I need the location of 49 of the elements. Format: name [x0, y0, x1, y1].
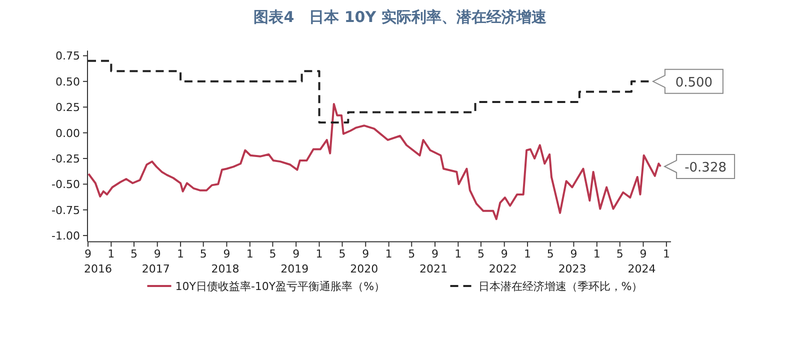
text: 2018: [211, 262, 240, 276]
chart-title: 图表4 日本 10Y 实际利率、潜在经济增速: [254, 8, 548, 26]
line-series: [88, 103, 662, 220]
y-tick-label: 0.50: [56, 75, 80, 88]
text: 2019: [280, 262, 309, 276]
y-tick-label: -0.25: [52, 152, 80, 166]
x-tick-label: 9: [223, 248, 230, 261]
x-tick-label: 1: [524, 248, 532, 261]
x-tick-label: 9: [431, 248, 438, 261]
x-tick-label: 5: [269, 248, 276, 261]
x-tick-label: 9: [154, 248, 161, 261]
x-tick-label: 5: [616, 248, 624, 261]
x-tick-label: 9: [362, 248, 370, 261]
x-tick-label: 1: [108, 248, 115, 261]
annotation: 0.500: [675, 75, 713, 90]
text: 2022: [488, 262, 517, 276]
x-tick-label: 5: [338, 248, 346, 261]
text: 2016: [84, 262, 112, 276]
y-tick-label: 0.00: [56, 126, 80, 140]
x-tick-label: 1: [316, 248, 323, 261]
x-tick-label: 5: [546, 248, 554, 261]
x-tick-label: 1: [385, 248, 392, 261]
y-tick-label: 0.75: [56, 50, 80, 63]
x-tick-label: 9: [292, 248, 300, 261]
x-tick-label: 5: [408, 248, 416, 261]
text: 2020: [350, 262, 378, 276]
y-tick-label: -1.00: [52, 230, 80, 243]
x-tick-label: 5: [200, 248, 207, 261]
x-tick-label: 1: [454, 248, 462, 261]
x-tick-label: 1: [662, 248, 670, 261]
y-tick-label: 0.25: [56, 101, 80, 114]
y-tick-label: -0.75: [52, 204, 80, 217]
x-tick-label: 9: [500, 248, 508, 261]
text: 2017: [142, 262, 170, 276]
x-tick-label: 9: [640, 248, 647, 261]
legend-label: 日本潜在经济增速（季环比，%）: [478, 280, 643, 293]
x-tick-label: 9: [570, 248, 578, 261]
text: 2021: [419, 262, 448, 276]
x-tick-label: 5: [477, 248, 484, 261]
x-tick-label: 1: [177, 248, 184, 261]
y-tick-label: -0.50: [52, 178, 80, 192]
text: 2024: [628, 262, 656, 276]
legend-label: 10Y日债收益率-10Y盈亏平衡通胀率（%）: [175, 280, 386, 293]
x-tick-label: 1: [593, 248, 600, 261]
x-tick-label: 1: [246, 248, 254, 261]
x-tick-label: 5: [130, 248, 138, 261]
text: 2023: [558, 262, 586, 276]
x-tick-label: 9: [84, 248, 92, 261]
annotation: -0.328: [684, 160, 727, 176]
